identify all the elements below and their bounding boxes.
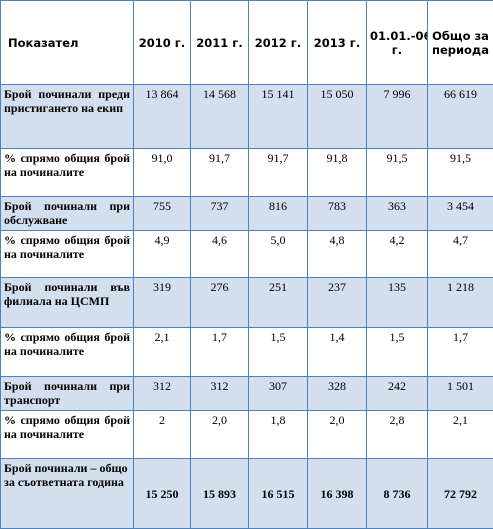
header-col-2014: 01.01.-06.14 г. (367, 1, 428, 85)
cell-value: 5,0 (249, 231, 308, 278)
cell-value: 276 (191, 278, 249, 328)
cell-value: 242 (367, 377, 428, 411)
cell-value: 4,7 (428, 231, 493, 278)
row-label: % спрямо общия брой на починалите (1, 328, 134, 377)
cell-value: 72 792 (428, 459, 493, 529)
table-row: Брой починали при транспорт 312 312 307 … (1, 377, 493, 411)
cell-value: 135 (367, 278, 428, 328)
row-label: % спрямо общия брой на починалите (1, 149, 134, 197)
cell-value: 816 (249, 197, 308, 231)
cell-value: 14 568 (191, 85, 249, 149)
cell-value: 1,5 (249, 328, 308, 377)
cell-value: 783 (308, 197, 367, 231)
cell-value: 8 736 (367, 459, 428, 529)
cell-value: 91,0 (134, 149, 191, 197)
row-label: Брой починали във филиала на ЦСМП (1, 278, 134, 328)
cell-value: 1,7 (191, 328, 249, 377)
cell-value: 1,4 (308, 328, 367, 377)
cell-value: 4,6 (191, 231, 249, 278)
table-row: % спрямо общия брой на починалите 2 2,0 … (1, 411, 493, 459)
cell-value: 1,8 (249, 411, 308, 459)
cell-value: 2,1 (428, 411, 493, 459)
cell-value: 328 (308, 377, 367, 411)
cell-value: 251 (249, 278, 308, 328)
cell-value: 2,0 (308, 411, 367, 459)
table-row: % спрямо общия брой на починалите 4,9 4,… (1, 231, 493, 278)
header-col-total: Общо за периода (428, 1, 493, 85)
row-label: % спрямо общия брой на починалите (1, 411, 134, 459)
cell-value: 755 (134, 197, 191, 231)
cell-value: 312 (134, 377, 191, 411)
cell-value: 2 (134, 411, 191, 459)
cell-value: 4,9 (134, 231, 191, 278)
cell-value: 91,5 (428, 149, 493, 197)
header-indicator: Показател (1, 1, 134, 85)
cell-value: 91,8 (308, 149, 367, 197)
header-col-2011: 2011 г. (191, 1, 249, 85)
cell-value: 16 515 (249, 459, 308, 529)
cell-value: 4,2 (367, 231, 428, 278)
cell-value: 15 141 (249, 85, 308, 149)
row-label: Брой починали преди пристигането на екип (1, 85, 134, 149)
cell-value: 1 218 (428, 278, 493, 328)
cell-value: 237 (308, 278, 367, 328)
row-label: Брой починали при обслужване (1, 197, 134, 231)
header-row: Показател 2010 г. 2011 г. 2012 г. 2013 г… (1, 1, 493, 85)
header-col-2010: 2010 г. (134, 1, 191, 85)
header-col-2012: 2012 г. (249, 1, 308, 85)
cell-value: 2,0 (191, 411, 249, 459)
cell-value: 312 (191, 377, 249, 411)
header-col-2013: 2013 г. (308, 1, 367, 85)
table-row: Брой починали преди пристигането на екип… (1, 85, 493, 149)
cell-value: 7 996 (367, 85, 428, 149)
cell-value: 1,7 (428, 328, 493, 377)
cell-value: 15 893 (191, 459, 249, 529)
row-label: Брой починали – общо за съответната годи… (1, 459, 134, 529)
cell-value: 737 (191, 197, 249, 231)
cell-value: 307 (249, 377, 308, 411)
cell-value: 91,7 (191, 149, 249, 197)
cell-value: 3 454 (428, 197, 493, 231)
cell-value: 319 (134, 278, 191, 328)
row-label: % спрямо общия брой на починалите (1, 231, 134, 278)
cell-value: 2,8 (367, 411, 428, 459)
row-label: Брой починали при транспорт (1, 377, 134, 411)
cell-value: 91,5 (367, 149, 428, 197)
cell-value: 363 (367, 197, 428, 231)
cell-value: 1,5 (367, 328, 428, 377)
cell-value: 15 050 (308, 85, 367, 149)
cell-value: 4,8 (308, 231, 367, 278)
cell-value: 91,7 (249, 149, 308, 197)
table-row-total: Брой починали – общо за съответната годи… (1, 459, 493, 529)
table-row: % спрямо общия брой на починалите 2,1 1,… (1, 328, 493, 377)
cell-value: 2,1 (134, 328, 191, 377)
table-row: Брой починали във филиала на ЦСМП 319 27… (1, 278, 493, 328)
cell-value: 66 619 (428, 85, 493, 149)
cell-value: 13 864 (134, 85, 191, 149)
cell-value: 16 398 (308, 459, 367, 529)
cell-value: 1 501 (428, 377, 493, 411)
cell-value: 15 250 (134, 459, 191, 529)
table-row: % спрямо общия брой на починалите 91,0 9… (1, 149, 493, 197)
table-row: Брой починали при обслужване 755 737 816… (1, 197, 493, 231)
